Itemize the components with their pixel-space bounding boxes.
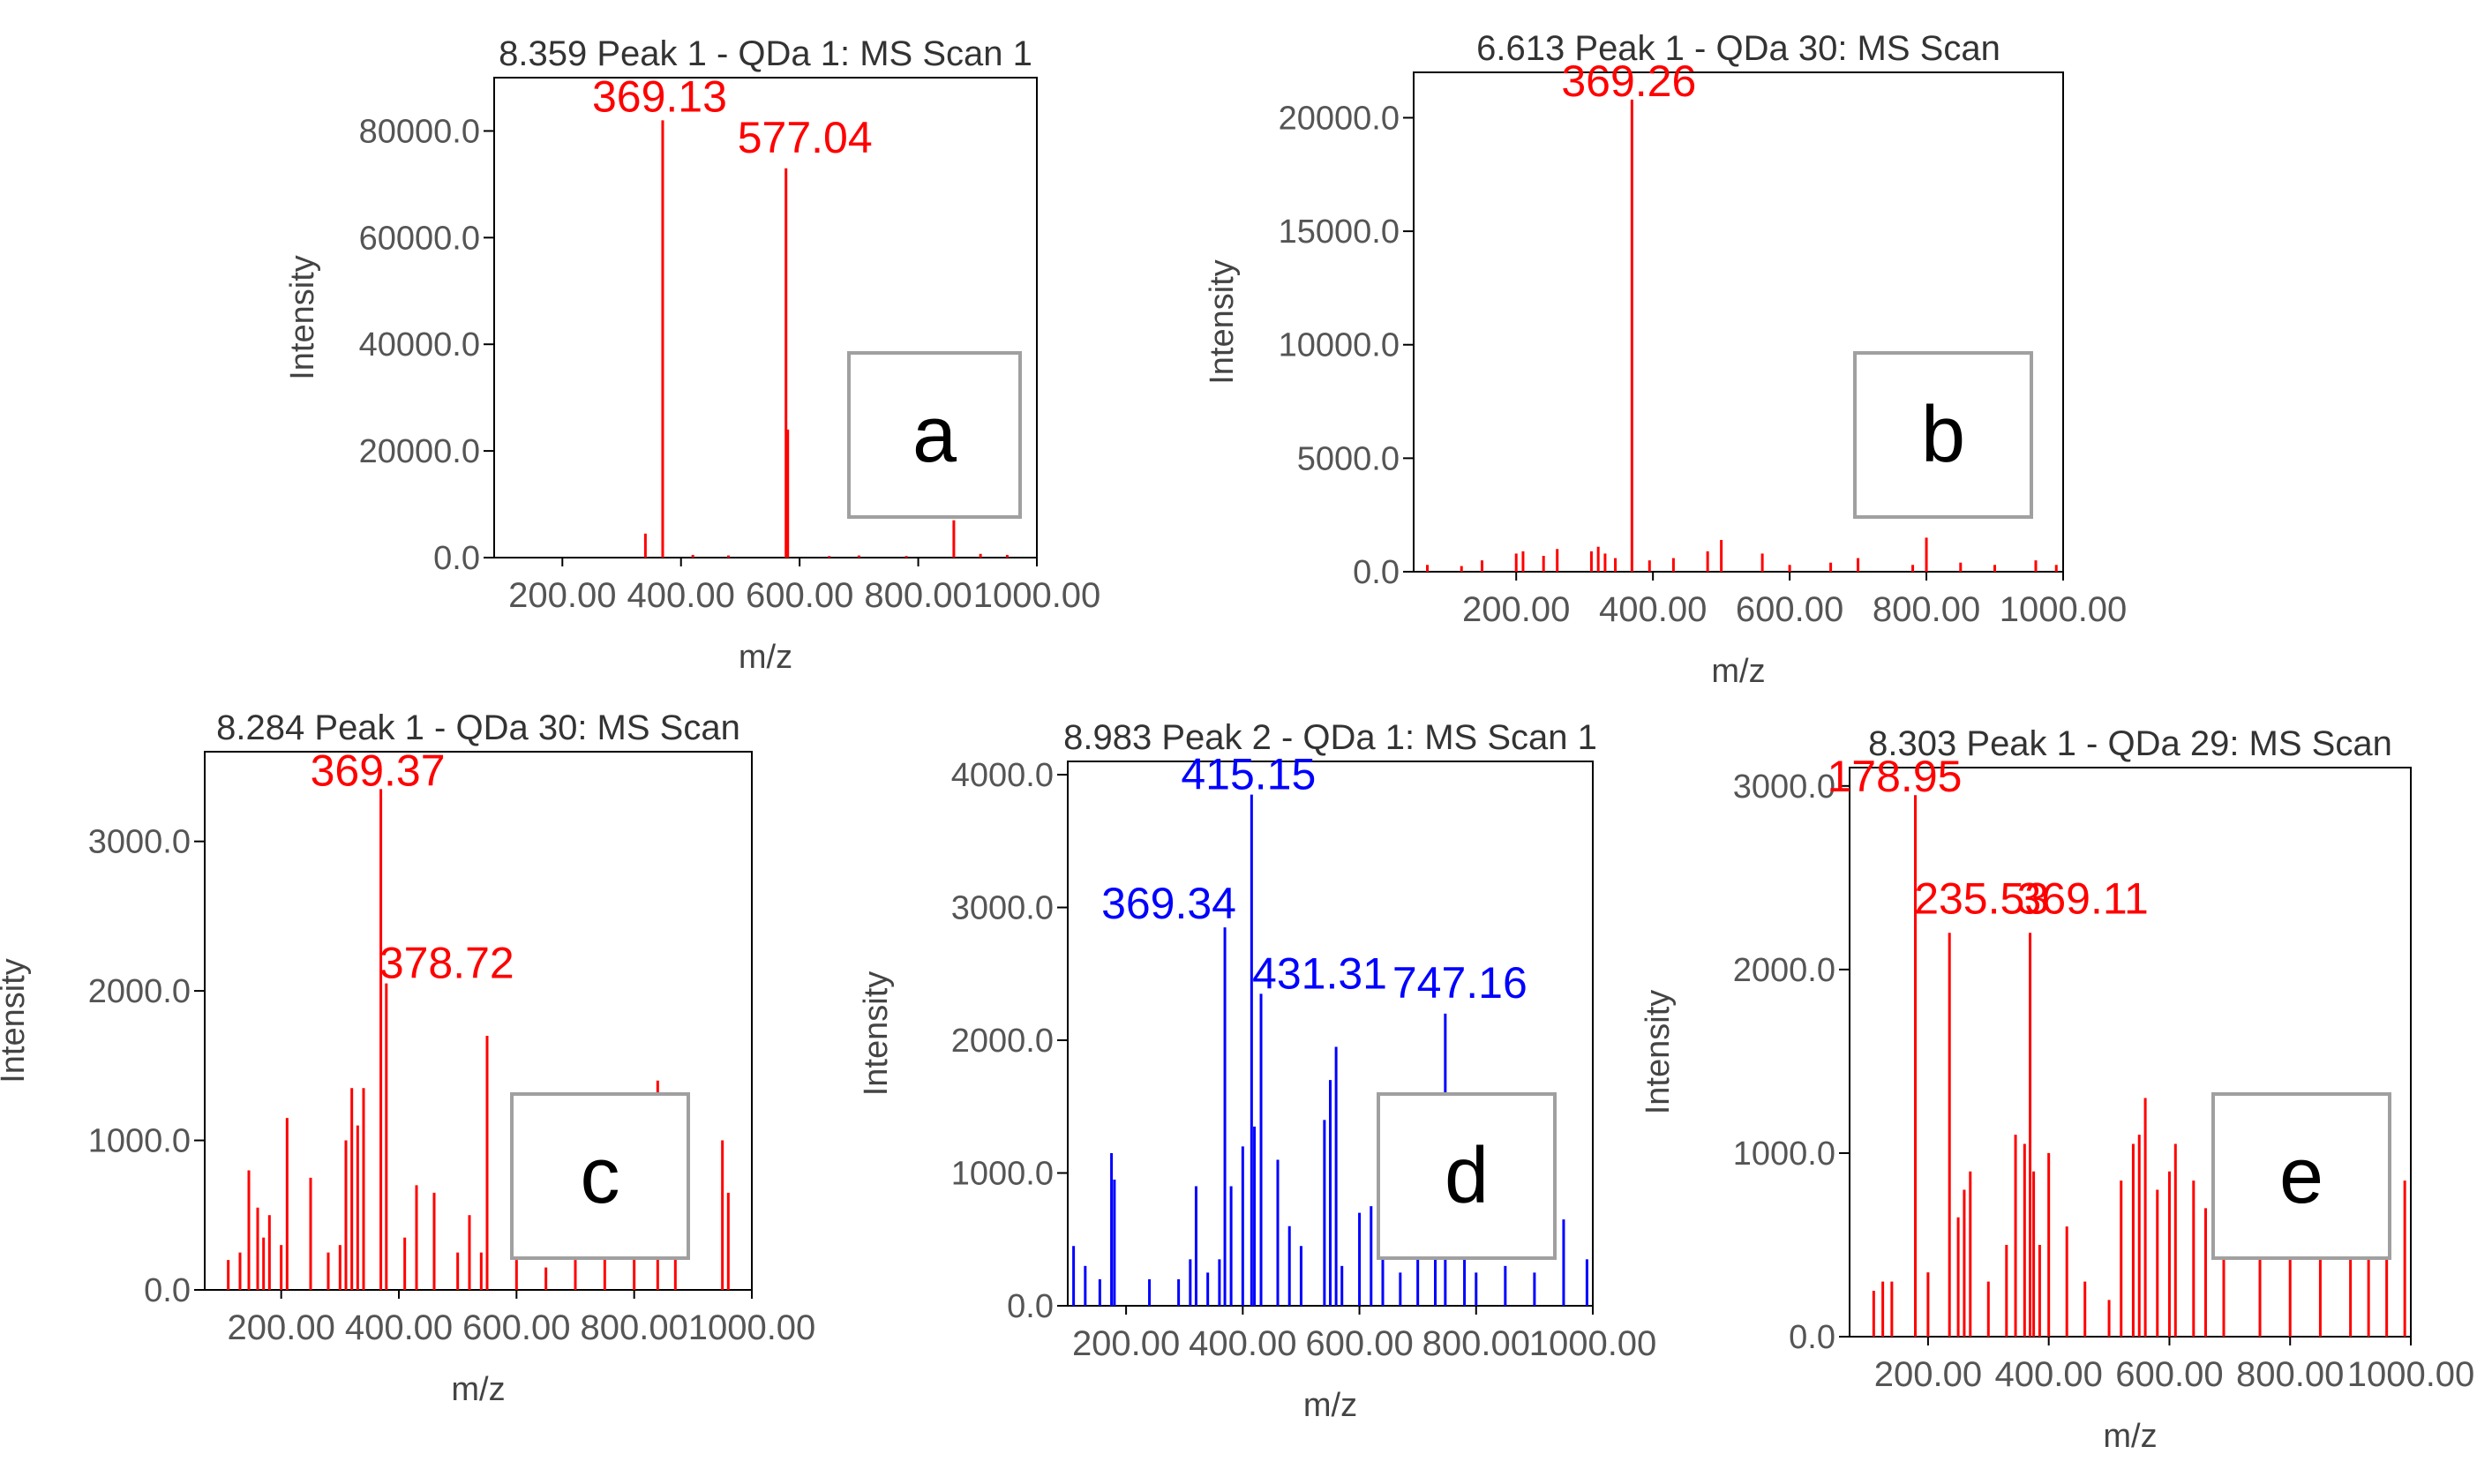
- chart-title: 8.983 Peak 2 - QDa 1: MS Scan 1: [1063, 718, 1597, 757]
- x-tick-label: 600.00: [746, 576, 853, 615]
- x-tick-label: 800.00: [864, 576, 972, 615]
- x-tick-label: 1000.00: [2000, 590, 2128, 629]
- chart-title: 6.613 Peak 1 - QDa 30: MS Scan: [1476, 29, 2000, 68]
- x-axis-label: m/z: [451, 1371, 505, 1408]
- y-tick-label: 4000.0: [951, 757, 1054, 794]
- peak-annotation: 178.95: [1828, 752, 1963, 801]
- y-axis-label: Intensity: [0, 958, 32, 1083]
- panel-label-box: [847, 351, 1022, 519]
- x-tick-label: 400.00: [1995, 1355, 2103, 1394]
- y-tick-label: 60000.0: [359, 220, 480, 257]
- chart-title: 8.359 Peak 1 - QDa 1: MS Scan 1: [499, 34, 1032, 73]
- panel-label: b: [1921, 391, 1965, 479]
- panel-label-box: [1377, 1092, 1557, 1260]
- x-tick-label: 600.00: [1305, 1324, 1413, 1363]
- x-tick-label: 200.00: [1874, 1355, 1982, 1394]
- y-tick-label: 40000.0: [359, 326, 480, 364]
- x-tick-label: 800.00: [2236, 1355, 2344, 1394]
- x-tick-label: 1000.00: [1529, 1324, 1657, 1363]
- y-axis-label: Intensity: [1204, 259, 1241, 385]
- chart-panel-d: 8.983 Peak 2 - QDa 1: MS Scan 1 0.0 1000.0…: [858, 718, 1656, 1424]
- y-tick-label: 3000.0: [951, 890, 1054, 927]
- peak-annotation: 369.11: [2017, 873, 2149, 923]
- x-tick-label: 400.00: [627, 576, 735, 615]
- chart-panel-b: 6.613 Peak 1 - QDa 30: MS Scan 0.0 5000.0 1…: [1204, 29, 2127, 690]
- y-tick-label: 2000.0: [951, 1023, 1054, 1060]
- x-tick-label: 200.00: [1072, 1324, 1180, 1363]
- peak-annotation: 747.16: [1392, 958, 1527, 1008]
- peak-annotation: 378.72: [379, 939, 514, 988]
- chart-panel-c: 8.284 Peak 1 - QDa 30: MS Scan 0.0 1000.0 2…: [0, 708, 815, 1408]
- x-axis-label: m/z: [739, 639, 792, 676]
- x-tick-label: 400.00: [1599, 590, 1707, 629]
- chart-panel-a: 8.359 Peak 1 - QDa 1: MS Scan 1 0.0 20000.…: [284, 34, 1100, 676]
- x-tick-label: 600.00: [2115, 1355, 2223, 1394]
- x-tick-label: 1000.00: [688, 1308, 816, 1347]
- y-tick-label: 0.0: [1353, 554, 1400, 591]
- x-tick-label: 200.00: [227, 1308, 334, 1347]
- y-tick-label: 0.0: [1789, 1319, 1835, 1356]
- panel-label: a: [912, 391, 957, 479]
- y-tick-label: 80000.0: [359, 113, 480, 150]
- x-tick-label: 600.00: [1736, 590, 1843, 629]
- y-tick-label: 10000.0: [1279, 327, 1400, 364]
- x-tick-label: 200.00: [1462, 590, 1570, 629]
- panel-label: d: [1445, 1132, 1489, 1220]
- x-axis-label: m/z: [1711, 653, 1765, 690]
- x-tick-label: 600.00: [462, 1308, 570, 1347]
- peak-annotation: 431.31: [1252, 948, 1387, 998]
- y-tick-label: 20000.0: [1279, 100, 1400, 137]
- panel-label-box: [2211, 1092, 2391, 1260]
- y-tick-label: 1000.0: [951, 1156, 1054, 1193]
- chart-title: 8.284 Peak 1 - QDa 30: MS Scan: [216, 708, 740, 747]
- peak-annotation: 415.15: [1181, 750, 1316, 799]
- peak-annotation: 369.34: [1101, 879, 1236, 928]
- peak-annotation: 235.53: [1914, 873, 2049, 923]
- x-tick-label: 800.00: [580, 1308, 687, 1347]
- y-tick-label: 5000.0: [1297, 440, 1400, 477]
- peak-annotation: 369.37: [311, 746, 446, 795]
- y-tick-label: 0.0: [1007, 1288, 1054, 1325]
- chart-panel-e: 8.303 Peak 1 - QDa 29: MS Scan 0.0 1000.0 2…: [1640, 724, 2474, 1455]
- y-tick-label: 1000.0: [1733, 1135, 1835, 1173]
- peak-annotation: 577.04: [738, 113, 873, 162]
- y-tick-label: 0.0: [144, 1272, 191, 1309]
- y-tick-label: 2000.0: [88, 973, 191, 1010]
- y-axis-label: Intensity: [858, 971, 895, 1097]
- x-tick-label: 400.00: [1189, 1324, 1296, 1363]
- panel-label: e: [2279, 1132, 2323, 1220]
- y-tick-label: 20000.0: [359, 433, 480, 470]
- plot-frame: [1413, 71, 2064, 573]
- y-tick-label: 3000.0: [1733, 768, 1835, 806]
- y-axis-label: Intensity: [1640, 990, 1677, 1115]
- x-tick-label: 400.00: [345, 1308, 453, 1347]
- x-axis-label: m/z: [1303, 1387, 1357, 1424]
- plot-frame: [1849, 767, 2412, 1338]
- x-tick-label: 200.00: [508, 576, 616, 615]
- x-tick-label: 1000.00: [973, 576, 1101, 615]
- panel-label: c: [581, 1132, 620, 1220]
- y-tick-label: 1000.0: [88, 1123, 191, 1160]
- y-tick-label: 2000.0: [1733, 952, 1835, 989]
- y-tick-label: 0.0: [433, 540, 480, 577]
- y-tick-label: 15000.0: [1279, 214, 1400, 251]
- panel-label-box: [1853, 351, 2033, 519]
- plot-frame: [493, 77, 1038, 558]
- panel-label-box: [510, 1092, 690, 1260]
- peak-annotation: 369.26: [1561, 56, 1696, 106]
- x-tick-label: 800.00: [1873, 590, 1980, 629]
- x-tick-label: 1000.00: [2347, 1355, 2475, 1394]
- plot-frame: [204, 751, 753, 1291]
- x-axis-label: m/z: [2103, 1418, 2157, 1455]
- y-axis-label: Intensity: [284, 255, 321, 380]
- peak-annotation: 369.13: [592, 71, 727, 121]
- chart-title: 8.303 Peak 1 - QDa 29: MS Scan: [1868, 724, 2392, 763]
- x-tick-label: 800.00: [1422, 1324, 1530, 1363]
- y-tick-label: 3000.0: [88, 824, 191, 861]
